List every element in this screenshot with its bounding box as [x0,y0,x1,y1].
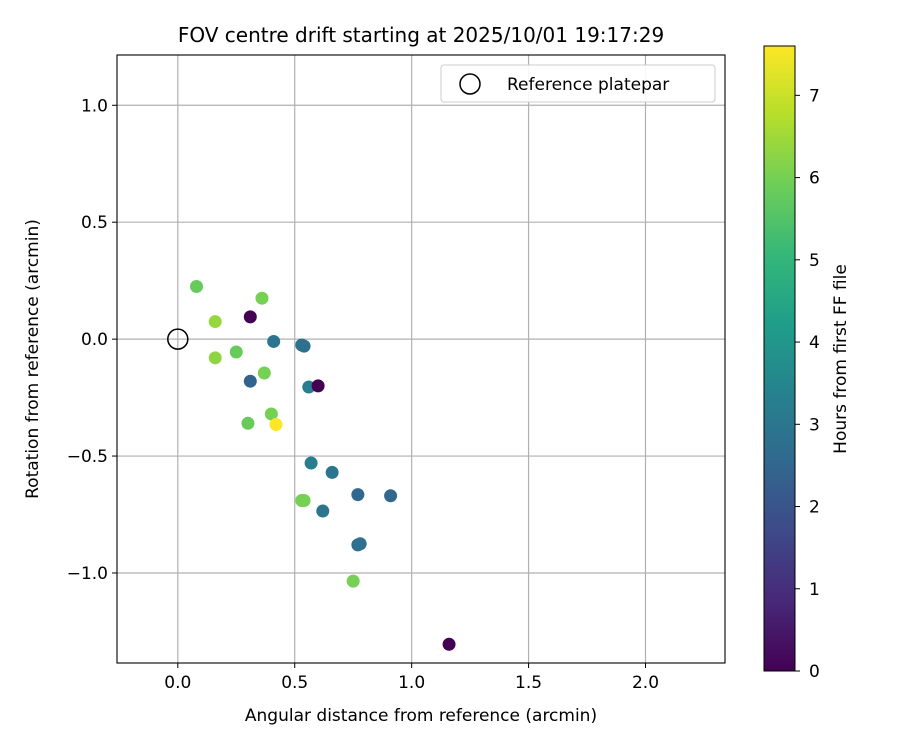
x-tick-label: 0.0 [164,673,191,693]
scatter-point [241,416,255,430]
x-tick-label: 0.5 [281,673,308,693]
scatter-point [297,339,311,353]
scatter-point [316,504,330,518]
reference-marker [167,328,189,350]
scatter-point [351,488,365,502]
colorbar-tick-label: 2 [809,498,820,518]
colorbar-tick-label: 6 [809,169,820,189]
scatter-point [346,574,360,588]
scatter-point [353,537,367,551]
scatter-point [229,345,243,359]
y-axis: 1.0 0.5 0.0 −0.5 −1.0 [67,96,117,584]
scatter-point [297,493,311,507]
reference-group [167,328,189,350]
colorbar-tick-label: 4 [809,333,820,353]
chart-title: FOV centre drift starting at 2025/10/01 … [178,23,664,47]
y-tick-label: 0.5 [81,213,108,233]
scatter-point [255,291,269,305]
colorbar-tick-label: 5 [809,251,820,271]
y-tick-label: 1.0 [81,96,108,116]
colorbar-frame [763,45,796,672]
x-tick-label: 1.5 [515,673,542,693]
legend-box [440,64,716,103]
data-points [190,280,456,651]
scatter-point [311,379,325,393]
colorbar-tick-label: 0 [809,662,820,682]
y-tick-label: −1.0 [67,564,108,584]
scatter-point [243,310,257,324]
scatter-point [269,417,283,431]
legend-label: Reference platepar [507,75,669,95]
scatter-point [267,334,281,348]
legend: Reference platepar [440,64,716,103]
colorbar-tick-label: 7 [809,86,820,106]
scatter-point [325,465,339,479]
legend-marker [459,73,481,95]
x-tick-label: 2.0 [632,673,659,693]
x-axis-label: Angular distance from reference (arcmin) [245,706,597,726]
scatter-point [208,351,222,365]
y-axis-label: Rotation from reference (arcmin) [23,219,43,499]
scatter-point [208,315,222,329]
plot-frame [116,54,726,664]
colorbar-ticks: 0 1 2 3 4 5 6 7 [795,86,820,682]
scatter-point [264,407,278,421]
scatter-point [304,456,318,470]
colorbar-tick-label: 3 [809,415,820,435]
scatter-point [243,374,257,388]
x-tick-label: 1.0 [398,673,425,693]
y-tick-label: −0.5 [67,447,108,467]
scatter-point [442,637,456,651]
colorbar-tick-label: 1 [809,580,820,600]
scatter-point [384,489,398,503]
plot-area [117,55,725,663]
colorbar [764,46,795,671]
x-axis: 0.0 0.5 1.0 1.5 2.0 [164,663,659,693]
grid [117,55,725,663]
scatter-point [190,280,204,294]
scatter-point [257,366,271,380]
colorbar-label: Hours from first FF file [831,264,851,454]
y-tick-label: 0.0 [81,330,108,350]
